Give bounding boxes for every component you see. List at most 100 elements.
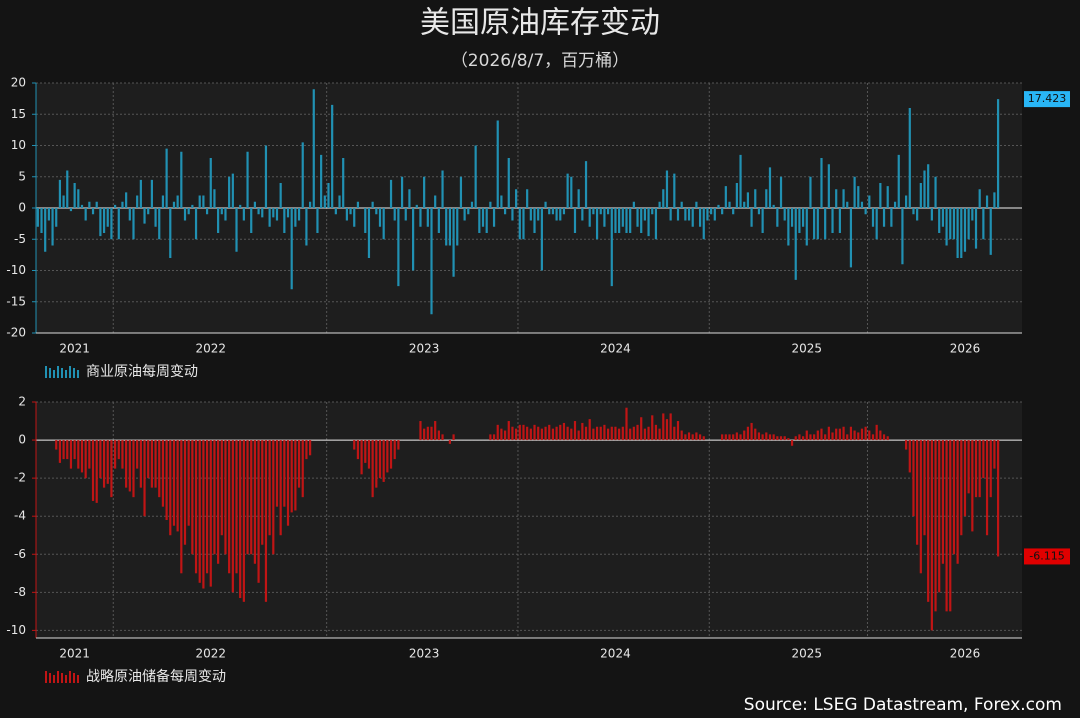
bar <box>632 201 635 208</box>
bar <box>684 434 687 441</box>
bar <box>106 208 109 227</box>
bar <box>801 208 805 227</box>
bar <box>662 189 665 208</box>
bar <box>684 208 687 221</box>
bar <box>217 208 220 233</box>
bar <box>77 440 80 469</box>
bar <box>500 195 503 208</box>
bar <box>772 434 775 441</box>
legend-swatch <box>73 368 75 378</box>
bar <box>73 183 76 208</box>
bar <box>864 426 867 441</box>
bar <box>356 201 360 208</box>
legend-swatch <box>45 671 47 683</box>
legend-label: 战略原油储备每周变动 <box>86 668 226 685</box>
bar <box>106 440 109 484</box>
bar <box>776 208 779 227</box>
bar <box>743 430 746 441</box>
y-tick-label: 0 <box>18 201 26 215</box>
bar <box>544 426 547 441</box>
bar <box>481 208 485 227</box>
bar <box>562 422 566 441</box>
bar <box>294 208 297 227</box>
bar <box>55 208 58 227</box>
x-tick-label: 2022 <box>195 647 226 661</box>
legend-swatch <box>69 671 71 683</box>
bar <box>338 195 341 208</box>
bar <box>360 440 363 475</box>
bar <box>537 426 540 441</box>
bar <box>595 208 599 240</box>
bar <box>820 158 823 208</box>
bar <box>198 440 201 583</box>
bar <box>706 208 709 221</box>
bar <box>978 440 981 498</box>
bar <box>540 208 543 271</box>
bar <box>886 436 889 441</box>
bar <box>651 208 654 215</box>
x-tick-label: 2026 <box>950 647 981 661</box>
bar <box>783 208 786 221</box>
bar <box>555 208 558 221</box>
bar <box>871 434 875 441</box>
bar <box>80 440 84 473</box>
bar <box>456 208 459 246</box>
legend-swatch <box>73 673 75 683</box>
bar <box>853 430 856 441</box>
bar <box>143 208 146 224</box>
bar <box>647 208 650 237</box>
bar <box>717 204 720 208</box>
bar <box>871 208 875 227</box>
bar <box>790 440 794 446</box>
bar <box>842 189 845 208</box>
bar <box>253 440 257 564</box>
bar <box>213 189 216 208</box>
bar <box>132 440 135 498</box>
bar <box>614 208 617 233</box>
bar <box>158 440 161 498</box>
bar <box>978 189 981 208</box>
bar <box>636 424 639 441</box>
bar <box>84 208 87 221</box>
bar <box>114 440 117 469</box>
bar <box>154 208 157 227</box>
bar <box>110 208 113 240</box>
bar <box>445 208 448 246</box>
bar <box>787 208 790 246</box>
bar <box>158 208 161 240</box>
bar <box>846 201 849 208</box>
bar <box>95 201 98 208</box>
bar <box>66 440 69 460</box>
bar <box>452 208 455 277</box>
bar <box>261 440 264 545</box>
legend-swatch <box>65 370 67 378</box>
bar <box>371 201 374 208</box>
bar <box>702 208 705 240</box>
bar <box>169 208 172 258</box>
bar <box>768 167 772 208</box>
bar <box>805 430 808 441</box>
bar <box>901 208 904 265</box>
bar <box>198 195 201 208</box>
bar <box>522 424 525 441</box>
bar <box>757 432 761 441</box>
bar <box>515 189 518 208</box>
bar <box>573 421 577 441</box>
bar <box>562 208 566 215</box>
bar <box>272 208 275 218</box>
bar <box>853 176 856 208</box>
bar <box>264 440 268 602</box>
bar <box>58 440 62 463</box>
bar <box>739 434 742 441</box>
bar <box>128 440 131 492</box>
last-value-label: -6.115 <box>1029 549 1064 562</box>
bar <box>827 164 830 208</box>
x-tick-label: 2025 <box>791 342 822 356</box>
bar <box>669 208 672 221</box>
bar <box>136 195 139 208</box>
bar <box>625 208 628 233</box>
bar <box>621 426 624 441</box>
bar <box>772 204 775 208</box>
bar <box>448 440 451 444</box>
bar <box>205 208 209 215</box>
